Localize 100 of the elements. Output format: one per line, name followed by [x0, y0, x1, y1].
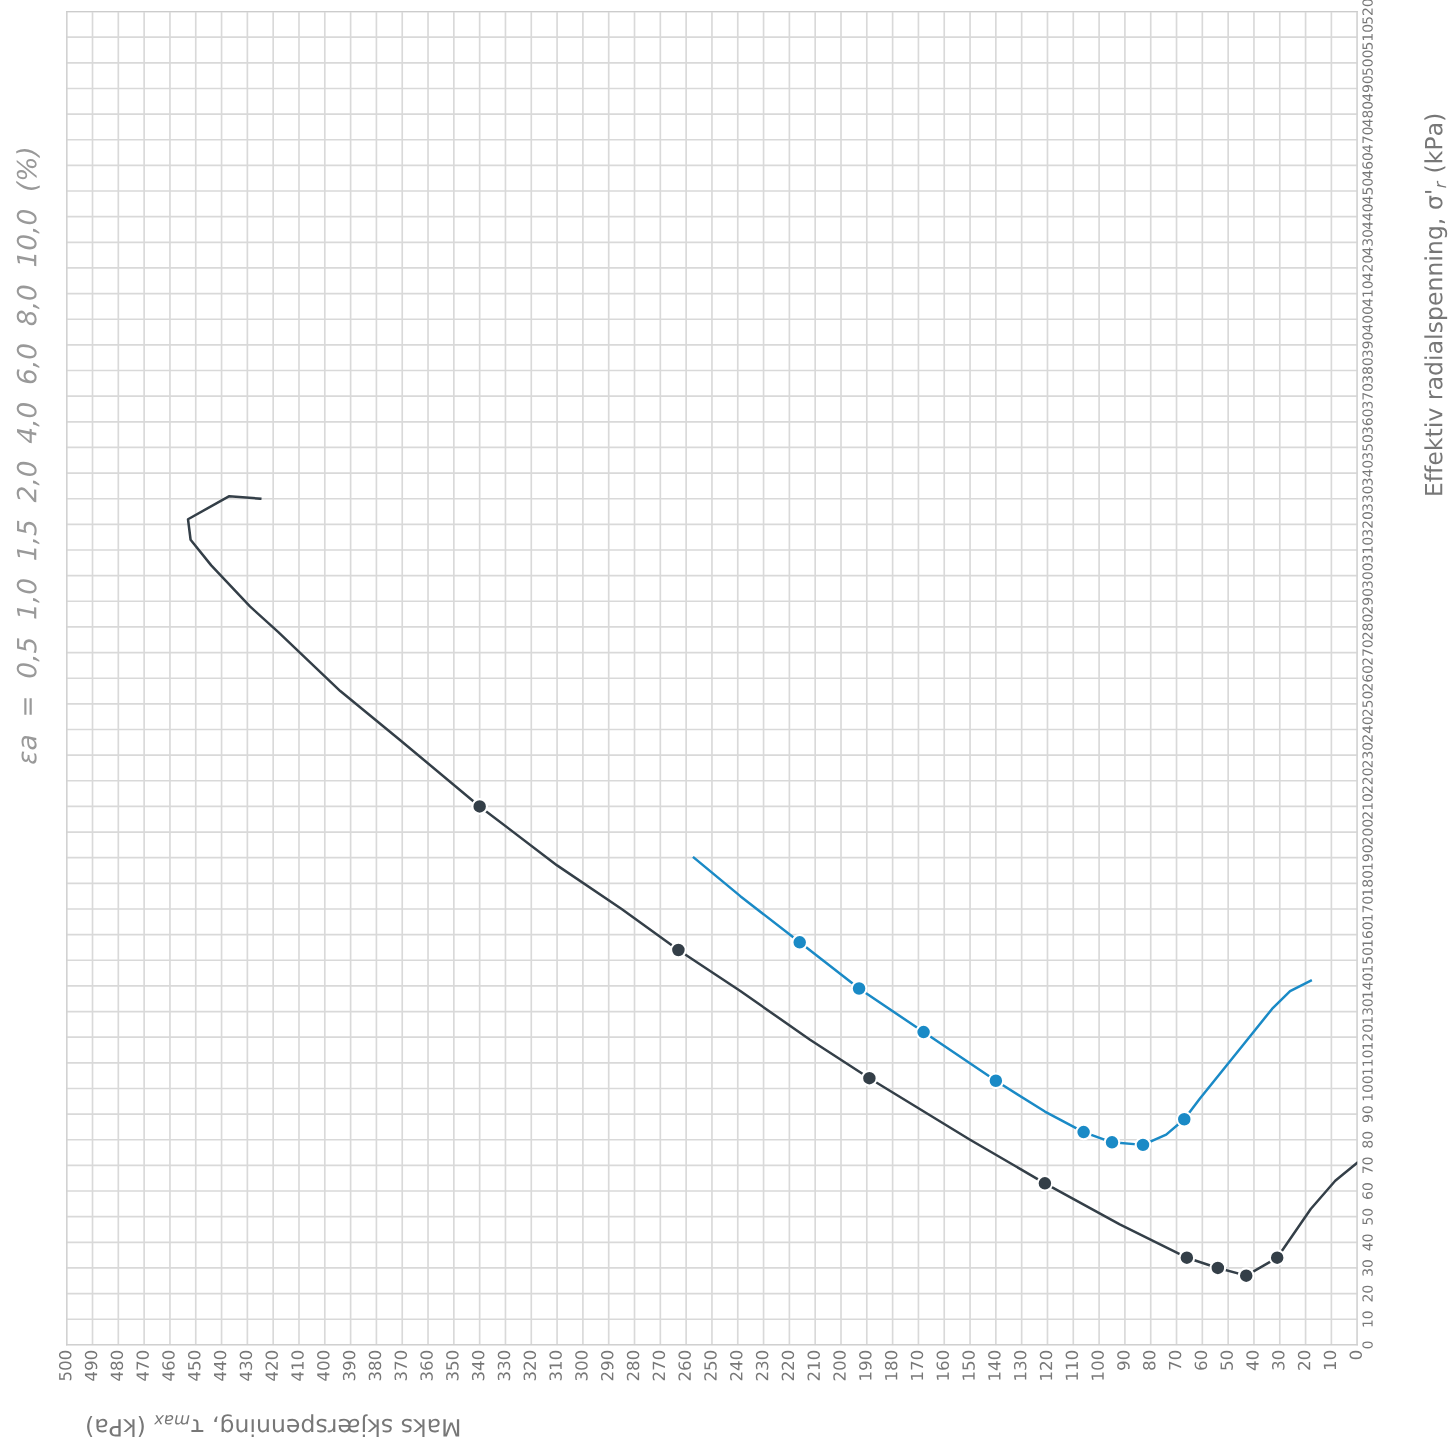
- y-tick-label: 510: [1362, 24, 1373, 50]
- x-tick-label: 120: [1039, 1350, 1053, 1380]
- y-tick-label: 470: [1362, 127, 1373, 153]
- x-tick-label: 30: [1272, 1350, 1285, 1370]
- x-tick-label: 380: [368, 1350, 382, 1381]
- y-tick-label: 460: [1362, 153, 1373, 178]
- y-tick-label: 340: [1362, 460, 1373, 486]
- point: [1209, 1259, 1227, 1277]
- y-tick-label: 180: [1362, 871, 1373, 896]
- x-tick-label: 420: [265, 1350, 279, 1381]
- point: [1175, 1110, 1193, 1128]
- point: [791, 933, 809, 951]
- point: [1268, 1249, 1286, 1267]
- x-tick-label: 160: [936, 1350, 950, 1380]
- y-tick-label: 300: [1362, 563, 1373, 588]
- x-tick-label: 390: [342, 1350, 356, 1381]
- x-tick-label: 300: [575, 1350, 588, 1381]
- x-tick-label: 90: [1117, 1350, 1130, 1370]
- y-tick-label: 150: [1362, 947, 1373, 972]
- y-tick-label: 400: [1362, 306, 1373, 332]
- point: [915, 1023, 932, 1041]
- x-tick-label: 110: [1065, 1350, 1079, 1380]
- x-tick-label: 370: [394, 1350, 408, 1381]
- x-tick-label: 480: [110, 1350, 124, 1381]
- x-tick-label: 140: [988, 1350, 1001, 1380]
- x-tick-label: 430: [239, 1350, 253, 1381]
- y-tick-label: 420: [1362, 255, 1373, 281]
- y-tick-label: 500: [1362, 50, 1373, 76]
- x-tick-label: 490: [84, 1350, 98, 1381]
- x-tick-label: 440: [213, 1350, 227, 1381]
- x-tick-label: 290: [600, 1350, 614, 1381]
- x-tick-label: 400: [317, 1350, 330, 1381]
- y-tick-label: 440: [1362, 204, 1373, 230]
- x-tick-label: 210: [807, 1350, 821, 1381]
- x-tick-label: 250: [704, 1350, 717, 1381]
- y-tick-label: 210: [1362, 794, 1373, 819]
- y-tick-label: 520: [1362, 0, 1373, 24]
- x-tick-label: 450: [187, 1350, 201, 1381]
- y-tick-label: 280: [1362, 614, 1373, 640]
- y-axis-title: Effektiv radialspenning, σ'$_{r}$ (kPa): [1424, 114, 1448, 495]
- x-tick-label: 130: [1013, 1350, 1027, 1380]
- x-tick-label: 10: [1323, 1350, 1337, 1370]
- y-tick-label: 200: [1362, 819, 1373, 845]
- y-tick-label: 330: [1362, 486, 1373, 511]
- y-tick-label: 310: [1362, 537, 1373, 563]
- y-tick-label: 350: [1362, 435, 1373, 460]
- x-tick-label: 60: [1194, 1350, 1208, 1370]
- y-tick-label: 110: [1362, 1050, 1373, 1075]
- y-tick-label: 380: [1362, 358, 1373, 383]
- y-tick-label: 290: [1362, 588, 1373, 614]
- y-tick-label: 240: [1362, 717, 1373, 742]
- x-tick-label: 150: [962, 1350, 975, 1380]
- y-tick-label: 270: [1362, 640, 1373, 665]
- x-tick-label: 200: [833, 1350, 846, 1381]
- x-tick-label: 230: [755, 1350, 769, 1381]
- point: [670, 941, 687, 959]
- y-tick-label: 260: [1362, 665, 1373, 691]
- y-tick-label: 490: [1362, 76, 1373, 102]
- y-tick-label: 230: [1362, 742, 1373, 768]
- y-tick-label: 40: [1362, 1234, 1373, 1251]
- x-tick-label: 330: [497, 1350, 511, 1381]
- x-tick-label: 410: [291, 1350, 304, 1381]
- text: εa = 0,5 1,0 1,5 2,0 4,0 6,0 8,0 10,0 (%): [16, 148, 40, 764]
- y-tick-label: 140: [1362, 973, 1373, 998]
- x-tick-label: 500: [58, 1350, 72, 1381]
- x-tick-label: 220: [781, 1350, 795, 1381]
- y-tick-label: 450: [1362, 178, 1373, 204]
- y-tick-label: 390: [1362, 332, 1373, 358]
- y-tick-label: 0: [1362, 1341, 1373, 1349]
- y-tick-label: 80: [1362, 1131, 1373, 1148]
- x-tick-label: 470: [136, 1350, 149, 1381]
- x-tick-label: 80: [1142, 1350, 1156, 1370]
- x-tick-label: 320: [523, 1350, 537, 1381]
- y-tick-label: 360: [1362, 409, 1373, 434]
- point: [471, 798, 488, 815]
- y-tick-label: 410: [1362, 281, 1373, 307]
- point: [1237, 1267, 1255, 1284]
- x-tick-label: 100: [1091, 1350, 1104, 1380]
- y-tick-label: 20: [1362, 1285, 1373, 1302]
- y-tick-label: 70: [1362, 1157, 1373, 1174]
- x-tick-label: 0: [1349, 1350, 1363, 1360]
- y-tick-label: 130: [1362, 999, 1373, 1024]
- y-tick-label: 370: [1362, 383, 1373, 409]
- point: [861, 1069, 878, 1087]
- y-tick-label: 190: [1362, 845, 1373, 870]
- y-tick-label: 100: [1362, 1076, 1373, 1101]
- x-tick-label: 360: [420, 1350, 433, 1381]
- y-tick-label: 30: [1362, 1260, 1373, 1276]
- point: [850, 980, 868, 997]
- y-tick-label: 250: [1362, 691, 1373, 717]
- y-tick-label: 320: [1362, 512, 1373, 537]
- x-tick-label: 460: [162, 1350, 175, 1381]
- x-tick-label: 170: [910, 1350, 924, 1380]
- x-tick-label: 350: [446, 1350, 459, 1381]
- y-tick-label: 220: [1362, 768, 1373, 794]
- point: [987, 1072, 1005, 1090]
- x-tick-label: 260: [678, 1350, 691, 1381]
- y-tick-label: 120: [1362, 1024, 1373, 1049]
- x-axis-title: Maks skjærspenning, τ$_{max}$ (kPa): [87, 1414, 460, 1438]
- x-tick-label: 180: [884, 1350, 898, 1380]
